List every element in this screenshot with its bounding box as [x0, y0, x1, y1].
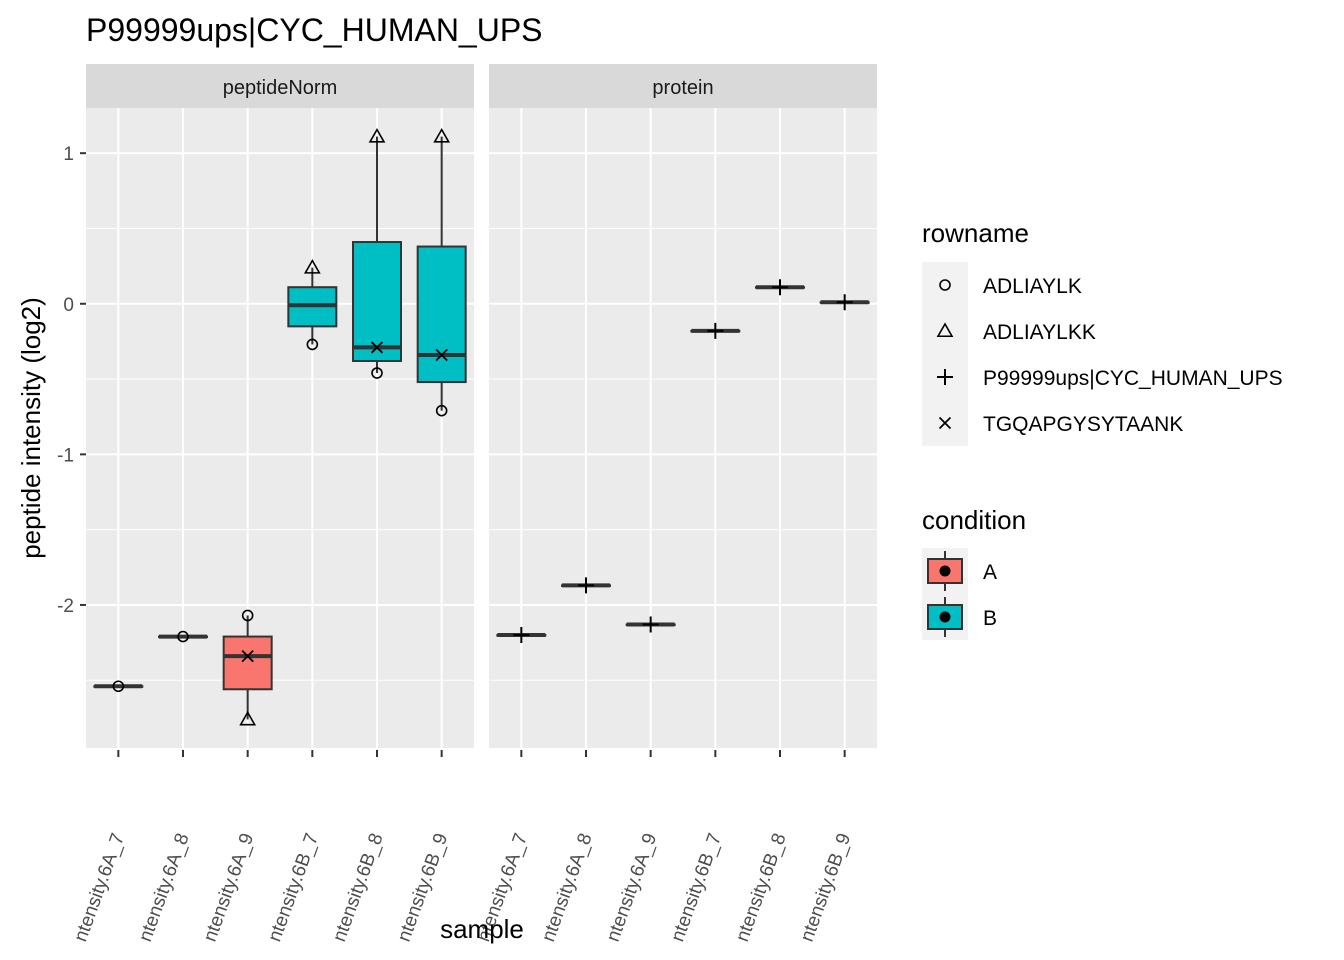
point-circle [939, 279, 951, 291]
point-circle [177, 630, 189, 643]
point-cross [435, 348, 448, 362]
boxplot-intensity.6B_7 [287, 267, 338, 345]
point-triangle [239, 710, 257, 726]
legend-label: TGQAPGYSYTAANK [983, 413, 1183, 436]
point-circle [435, 404, 448, 417]
legend-key-background [922, 262, 968, 446]
point-plus [836, 294, 853, 311]
legend-title: condition [922, 505, 1026, 535]
boxplot-intensity.6A_7 [93, 684, 144, 689]
facet-strip [86, 64, 474, 108]
point-circle [241, 609, 254, 622]
x-tick-label: ntensity.6B_7 [667, 831, 726, 945]
point-cross [938, 416, 952, 430]
point-circle [112, 680, 125, 693]
point-triangle [936, 322, 954, 338]
point-circle [371, 367, 383, 379]
y-tick-label: -1 [57, 445, 74, 466]
box [352, 241, 402, 362]
legend-title: rowname [922, 218, 1029, 248]
point-triangle [368, 127, 386, 143]
legend-label: ADLIAYLKK [983, 321, 1096, 344]
point-cross [370, 341, 384, 354]
legend-dot [939, 611, 951, 623]
x-tick-label: ntensity.6A_9 [603, 831, 662, 945]
x-tick-label: ntensity.6A_7 [70, 831, 129, 945]
point-triangle [433, 127, 451, 143]
y-tick-label: -2 [57, 596, 74, 617]
box [222, 635, 273, 691]
legend-condition: condition AB [922, 505, 1026, 640]
point-plus [513, 627, 530, 644]
legend-label: ADLIAYLK [983, 275, 1082, 298]
chart-title: P99999ups|CYC_HUMAN_UPS [86, 12, 543, 48]
panel-background [489, 108, 877, 748]
panel-background [86, 108, 474, 748]
x-tick-label: ntensity.6A_8 [135, 831, 194, 945]
boxplot-intensity.6A_9 [222, 615, 273, 720]
point-plus [707, 322, 724, 339]
boxplot-intensity.6A_8 [158, 634, 208, 639]
point-plus [578, 577, 594, 594]
box [416, 245, 467, 384]
legend-dot [939, 565, 951, 577]
legend-label: A [983, 561, 997, 584]
x-tick-label: ntensity.6B_8 [329, 831, 388, 945]
point-triangle [303, 259, 321, 274]
point-plus [772, 279, 788, 296]
y-tick-label: 0 [63, 295, 74, 316]
facet-strip [489, 64, 877, 108]
legend-label: P99999ups|CYC_HUMAN_UPS [983, 367, 1283, 390]
point-cross [241, 650, 254, 663]
x-axis-label: sample [440, 914, 524, 944]
point-plus [937, 369, 953, 385]
facet-label: peptideNorm [223, 77, 338, 99]
legend-rowname: rowname ADLIAYLK ADLIAYLKK P99999ups|CYC_HU… [922, 218, 1283, 446]
boxplot-intensity.6B_8 [352, 136, 402, 374]
point-plus [642, 616, 659, 633]
y-tick-label: 1 [63, 144, 74, 165]
x-tick-label: ntensity.6B_8 [732, 831, 791, 945]
x-tick-label: ntensity.6A_8 [538, 831, 597, 945]
x-tick-label: ntensity.6B_7 [264, 831, 323, 945]
y-axis-label: peptide intensity (log2) [16, 297, 46, 559]
legend-label: B [983, 607, 997, 630]
x-tick-label: ntensity.6B_9 [797, 831, 856, 945]
point-circle [306, 338, 319, 351]
x-tick-label: ntensity.6A_9 [200, 831, 259, 945]
facet-label: protein [652, 77, 713, 99]
